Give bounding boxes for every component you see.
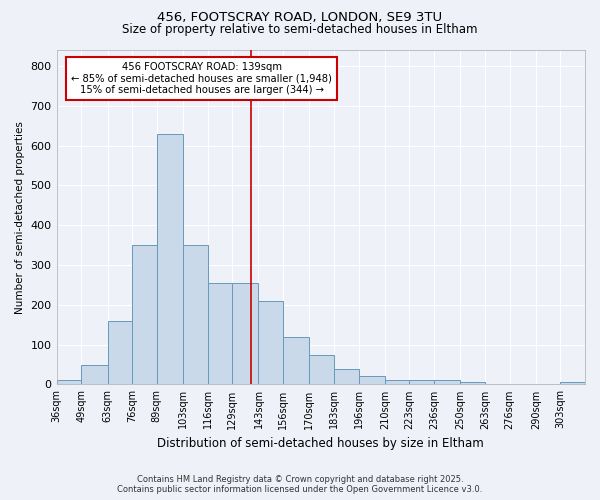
Bar <box>107 320 132 384</box>
Text: 456, FOOTSCRAY ROAD, LONDON, SE9 3TU: 456, FOOTSCRAY ROAD, LONDON, SE9 3TU <box>157 11 443 24</box>
Text: Size of property relative to semi-detached houses in Eltham: Size of property relative to semi-detach… <box>122 22 478 36</box>
Bar <box>259 301 283 384</box>
Bar <box>183 245 208 384</box>
Bar <box>232 283 259 384</box>
Bar <box>132 245 157 384</box>
Bar <box>385 380 409 384</box>
Bar <box>434 380 460 384</box>
Bar <box>359 376 385 384</box>
Bar <box>310 354 334 384</box>
X-axis label: Distribution of semi-detached houses by size in Eltham: Distribution of semi-detached houses by … <box>157 437 484 450</box>
Bar <box>56 380 81 384</box>
Bar <box>560 382 585 384</box>
Bar <box>208 283 232 384</box>
Bar <box>283 336 310 384</box>
Bar <box>334 368 359 384</box>
Text: Contains HM Land Registry data © Crown copyright and database right 2025.
Contai: Contains HM Land Registry data © Crown c… <box>118 474 482 494</box>
Bar <box>409 380 434 384</box>
Text: 456 FOOTSCRAY ROAD: 139sqm
← 85% of semi-detached houses are smaller (1,948)
15%: 456 FOOTSCRAY ROAD: 139sqm ← 85% of semi… <box>71 62 332 95</box>
Bar <box>81 364 107 384</box>
Bar <box>460 382 485 384</box>
Bar <box>157 134 183 384</box>
Y-axis label: Number of semi-detached properties: Number of semi-detached properties <box>15 121 25 314</box>
